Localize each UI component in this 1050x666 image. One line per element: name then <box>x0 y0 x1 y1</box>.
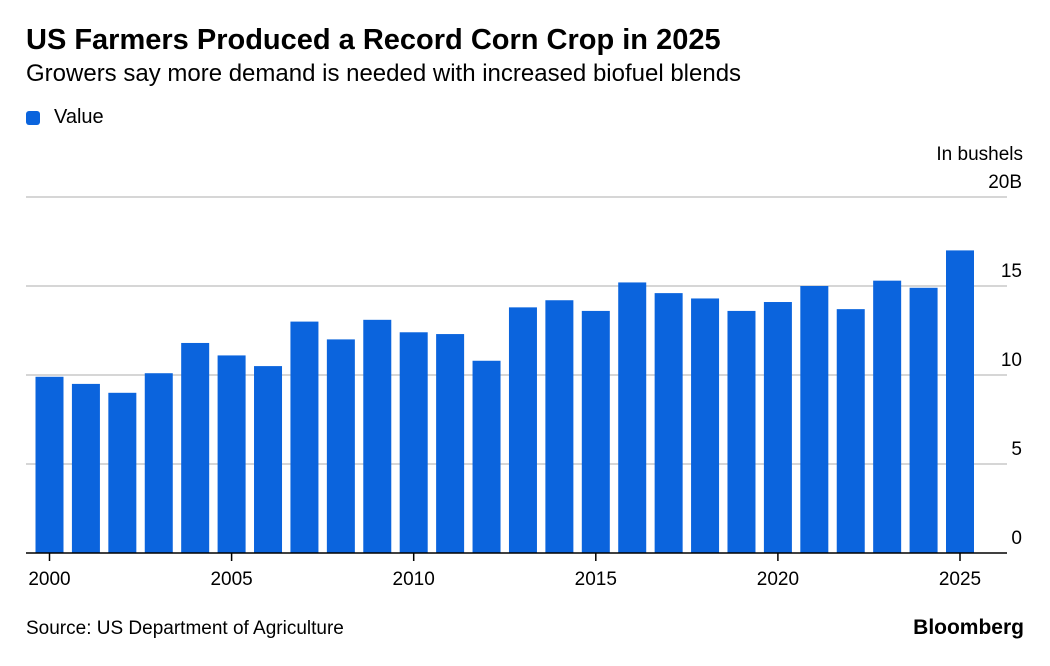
bar <box>836 309 865 553</box>
bar <box>946 250 974 553</box>
bar <box>472 360 501 553</box>
bar <box>618 282 647 553</box>
bar <box>763 302 792 553</box>
y-tick-label: 15 <box>1001 261 1022 282</box>
bar <box>436 334 465 553</box>
y-tick-label: 10 <box>1001 350 1022 371</box>
bar <box>691 298 720 553</box>
bar <box>581 310 610 553</box>
bar <box>326 339 355 553</box>
source-note: Source: US Department of Agriculture <box>26 618 344 639</box>
x-tick-label: 2025 <box>939 569 981 590</box>
bar <box>144 373 173 553</box>
y-axis-unit-label: In bushels <box>936 144 1023 165</box>
bar <box>508 307 537 553</box>
x-tick-label: 2010 <box>393 569 435 590</box>
x-tick-label: 2000 <box>28 569 70 590</box>
x-tick-label: 2020 <box>757 569 799 590</box>
bar <box>909 287 938 553</box>
bar <box>217 355 246 553</box>
bar <box>254 366 283 553</box>
bar <box>727 310 756 553</box>
chart-subtitle: Growers say more demand is needed with i… <box>26 60 742 87</box>
legend-swatch <box>26 110 40 125</box>
bar <box>290 321 319 553</box>
bar <box>363 319 392 553</box>
legend-label: Value <box>54 106 104 128</box>
bar <box>873 280 902 553</box>
bar <box>108 392 137 553</box>
bar <box>545 300 574 553</box>
x-tick-label: 2005 <box>210 569 252 590</box>
x-tick-label: 2015 <box>575 569 617 590</box>
bar <box>800 286 829 553</box>
y-tick-label: 20B <box>988 172 1022 193</box>
brand-logo: Bloomberg <box>913 616 1024 639</box>
bar <box>35 376 64 553</box>
bar <box>654 293 683 553</box>
y-tick-label: 0 <box>1011 528 1022 549</box>
legend: Value <box>26 106 104 129</box>
chart-title: US Farmers Produced a Record Corn Crop i… <box>26 24 721 56</box>
y-tick-label: 5 <box>1011 439 1022 460</box>
bar <box>71 383 100 553</box>
bar <box>181 342 210 553</box>
bar <box>399 332 428 553</box>
